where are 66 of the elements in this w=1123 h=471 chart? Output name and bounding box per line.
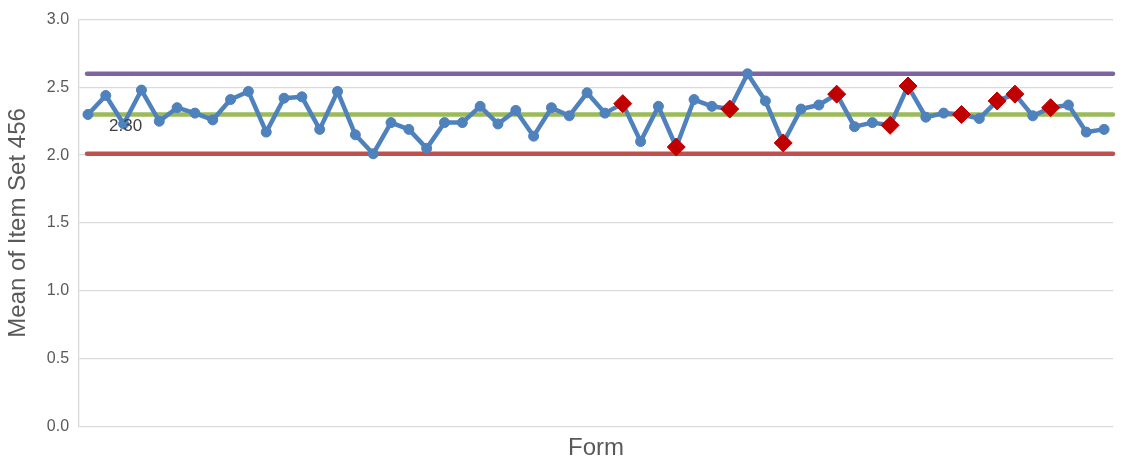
point bbox=[82, 108, 94, 120]
point bbox=[706, 100, 718, 112]
point bbox=[438, 117, 450, 129]
point bbox=[225, 94, 237, 106]
point bbox=[581, 87, 593, 99]
point bbox=[898, 76, 918, 96]
y-tick-label: 3.0 bbox=[46, 10, 70, 28]
point bbox=[563, 110, 575, 122]
point bbox=[207, 114, 219, 126]
point bbox=[613, 94, 633, 114]
point bbox=[1005, 84, 1025, 104]
point bbox=[827, 84, 847, 104]
point bbox=[474, 100, 486, 112]
point bbox=[1062, 99, 1074, 111]
point bbox=[773, 133, 793, 153]
point bbox=[421, 142, 433, 154]
point bbox=[171, 102, 183, 114]
point bbox=[492, 118, 504, 130]
y-tick-label: 1.5 bbox=[46, 213, 70, 231]
point bbox=[314, 123, 326, 135]
point bbox=[510, 104, 522, 116]
y-tick-label: 2.0 bbox=[46, 145, 70, 163]
point bbox=[153, 115, 165, 127]
y-axis-title: Mean of Item Set 456 bbox=[3, 108, 31, 338]
point bbox=[456, 117, 468, 129]
point bbox=[189, 107, 201, 119]
point bbox=[813, 99, 825, 111]
point bbox=[880, 115, 900, 135]
point bbox=[951, 104, 971, 124]
y-tick-label: 0.0 bbox=[46, 416, 70, 434]
point bbox=[849, 121, 861, 133]
point bbox=[759, 95, 771, 107]
point bbox=[403, 123, 415, 135]
point bbox=[652, 100, 664, 112]
point bbox=[545, 102, 557, 114]
point bbox=[528, 130, 540, 142]
point bbox=[242, 85, 254, 97]
point bbox=[1080, 126, 1092, 138]
point bbox=[795, 103, 807, 115]
point bbox=[367, 148, 379, 160]
point bbox=[742, 68, 754, 80]
point bbox=[1098, 123, 1110, 135]
point bbox=[720, 99, 740, 119]
point bbox=[1027, 110, 1039, 122]
point bbox=[987, 91, 1007, 111]
point bbox=[666, 137, 686, 157]
y-tick-label: 0.5 bbox=[46, 348, 70, 366]
ref-line-label: 2.30 bbox=[109, 116, 143, 136]
point bbox=[599, 107, 611, 119]
x-axis-title: Form bbox=[568, 433, 625, 461]
point bbox=[938, 107, 950, 119]
point bbox=[100, 90, 112, 101]
y-tick-label: 1.0 bbox=[46, 281, 70, 299]
point bbox=[973, 113, 985, 125]
point bbox=[296, 91, 308, 103]
point bbox=[1041, 98, 1061, 118]
point bbox=[635, 136, 647, 148]
point bbox=[135, 84, 147, 96]
point bbox=[866, 117, 878, 129]
point bbox=[278, 92, 290, 104]
point bbox=[349, 129, 361, 141]
point bbox=[920, 111, 932, 123]
point bbox=[260, 126, 272, 138]
y-tick-label: 2.5 bbox=[46, 77, 70, 95]
point bbox=[385, 117, 397, 129]
point bbox=[688, 94, 700, 106]
